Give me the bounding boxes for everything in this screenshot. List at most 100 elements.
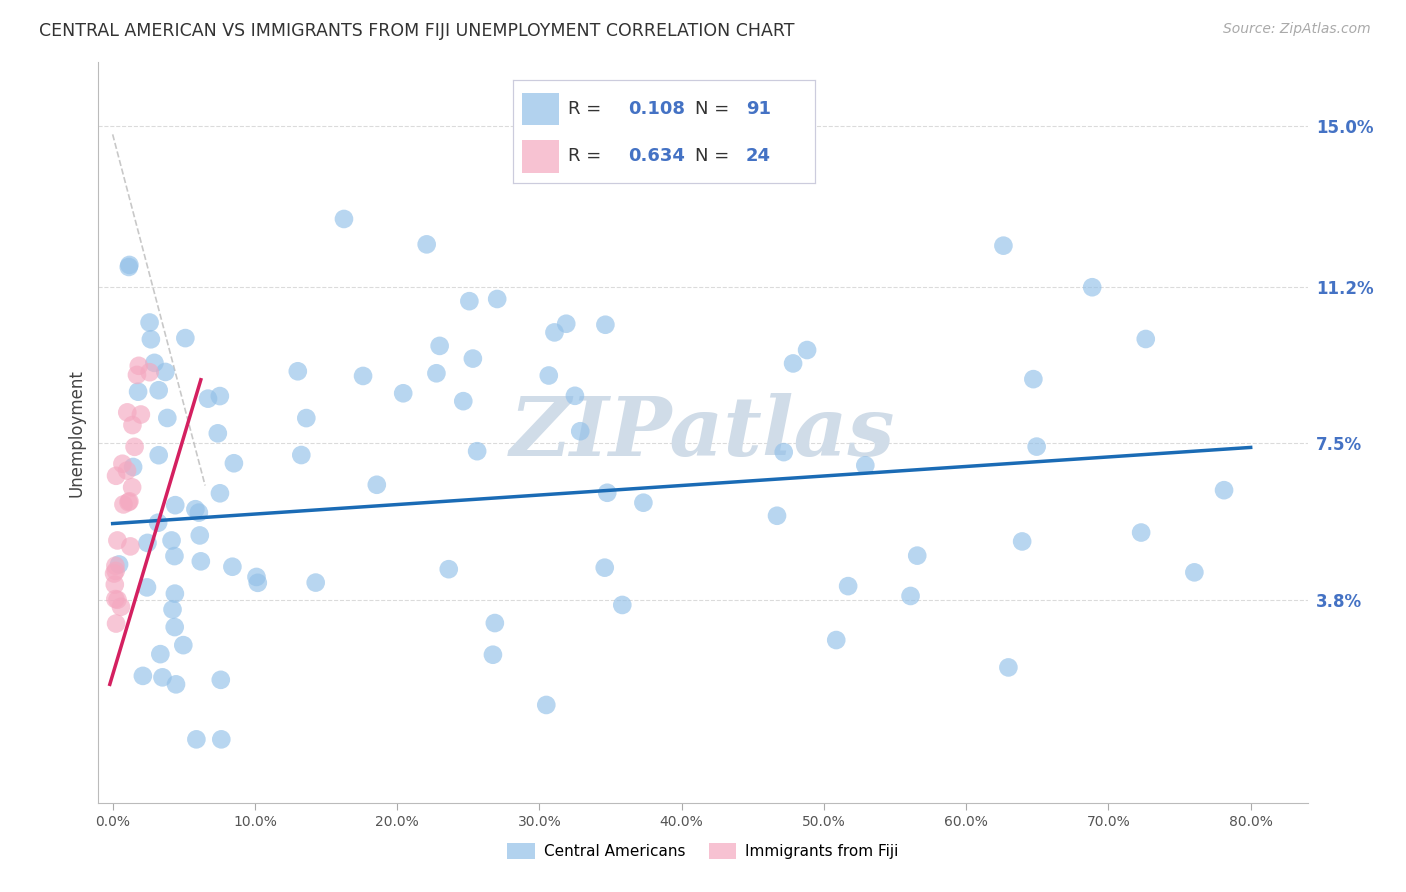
Point bbox=[900, 589, 922, 603]
Text: 0.634: 0.634 bbox=[628, 147, 685, 165]
Point bbox=[165, 498, 187, 512]
Point bbox=[121, 418, 143, 433]
Point bbox=[172, 638, 194, 652]
Point bbox=[993, 238, 1015, 252]
Point bbox=[138, 365, 160, 379]
Point bbox=[596, 485, 619, 500]
Point bbox=[287, 364, 309, 378]
FancyBboxPatch shape bbox=[522, 140, 558, 173]
Point bbox=[163, 620, 186, 634]
Point bbox=[425, 366, 447, 380]
Point bbox=[148, 383, 170, 397]
Point bbox=[612, 598, 634, 612]
Point bbox=[796, 343, 818, 357]
Point bbox=[138, 316, 160, 330]
Text: ZIPatlas: ZIPatlas bbox=[510, 392, 896, 473]
Point bbox=[482, 648, 505, 662]
Point bbox=[246, 575, 269, 590]
Point bbox=[186, 732, 208, 747]
Text: 0.108: 0.108 bbox=[628, 100, 685, 118]
Point bbox=[136, 580, 159, 594]
Text: 91: 91 bbox=[747, 100, 770, 118]
Point bbox=[139, 332, 162, 346]
Point bbox=[110, 599, 132, 614]
Point bbox=[484, 615, 506, 630]
Point bbox=[352, 368, 374, 383]
Point bbox=[633, 496, 655, 510]
Point bbox=[766, 508, 789, 523]
Text: CENTRAL AMERICAN VS IMMIGRANTS FROM FIJI UNEMPLOYMENT CORRELATION CHART: CENTRAL AMERICAN VS IMMIGRANTS FROM FIJI… bbox=[39, 22, 794, 40]
Point bbox=[162, 602, 184, 616]
Point bbox=[772, 445, 794, 459]
Point bbox=[117, 495, 139, 509]
Point bbox=[333, 211, 356, 226]
Point bbox=[132, 669, 155, 683]
Point bbox=[536, 698, 558, 712]
Point bbox=[209, 732, 232, 747]
Point bbox=[461, 351, 484, 366]
Point bbox=[1022, 372, 1045, 386]
Point bbox=[392, 386, 415, 401]
Point bbox=[197, 392, 219, 406]
Point bbox=[105, 616, 128, 631]
FancyBboxPatch shape bbox=[522, 93, 558, 126]
Point bbox=[595, 318, 617, 332]
Point bbox=[1025, 440, 1047, 454]
Point bbox=[165, 677, 187, 691]
Point bbox=[415, 237, 437, 252]
Point bbox=[1213, 483, 1236, 498]
Point bbox=[997, 660, 1019, 674]
Point bbox=[295, 411, 318, 425]
Point bbox=[125, 368, 148, 382]
Point bbox=[163, 549, 186, 563]
Point bbox=[105, 468, 128, 483]
Point bbox=[1011, 534, 1033, 549]
Point bbox=[190, 554, 212, 568]
Point bbox=[825, 633, 848, 648]
Point bbox=[104, 558, 127, 573]
Point bbox=[429, 339, 451, 353]
Point bbox=[905, 549, 928, 563]
Point bbox=[149, 647, 172, 661]
Point bbox=[208, 486, 231, 500]
Point bbox=[208, 389, 231, 403]
Point bbox=[107, 592, 129, 607]
Point bbox=[104, 592, 127, 607]
Point bbox=[569, 424, 592, 438]
Point bbox=[486, 292, 509, 306]
Point bbox=[853, 458, 876, 473]
Point bbox=[163, 587, 186, 601]
Text: N =: N = bbox=[695, 147, 734, 165]
Point bbox=[104, 564, 127, 578]
Point bbox=[188, 528, 211, 542]
Point bbox=[1081, 280, 1104, 294]
Point bbox=[155, 365, 177, 379]
Point bbox=[115, 464, 138, 478]
Point bbox=[593, 560, 616, 574]
Point bbox=[305, 575, 328, 590]
Point bbox=[453, 394, 475, 409]
Point bbox=[148, 448, 170, 462]
Point bbox=[146, 516, 169, 530]
Text: Source: ZipAtlas.com: Source: ZipAtlas.com bbox=[1223, 22, 1371, 37]
Point bbox=[458, 294, 481, 309]
Point bbox=[128, 359, 150, 373]
Point bbox=[160, 533, 183, 548]
Y-axis label: Unemployment: Unemployment bbox=[67, 368, 86, 497]
Point bbox=[207, 426, 229, 441]
Point bbox=[1182, 566, 1205, 580]
Text: 24: 24 bbox=[747, 147, 770, 165]
Point bbox=[118, 258, 141, 272]
Point bbox=[129, 408, 152, 422]
Point bbox=[156, 411, 179, 425]
Point bbox=[221, 559, 243, 574]
Point bbox=[555, 317, 578, 331]
Point bbox=[117, 405, 139, 419]
Text: R =: R = bbox=[568, 100, 606, 118]
Point bbox=[122, 460, 145, 475]
Point bbox=[108, 558, 131, 572]
Point bbox=[245, 570, 267, 584]
Text: N =: N = bbox=[695, 100, 734, 118]
Point bbox=[104, 577, 127, 591]
Point bbox=[437, 562, 460, 576]
